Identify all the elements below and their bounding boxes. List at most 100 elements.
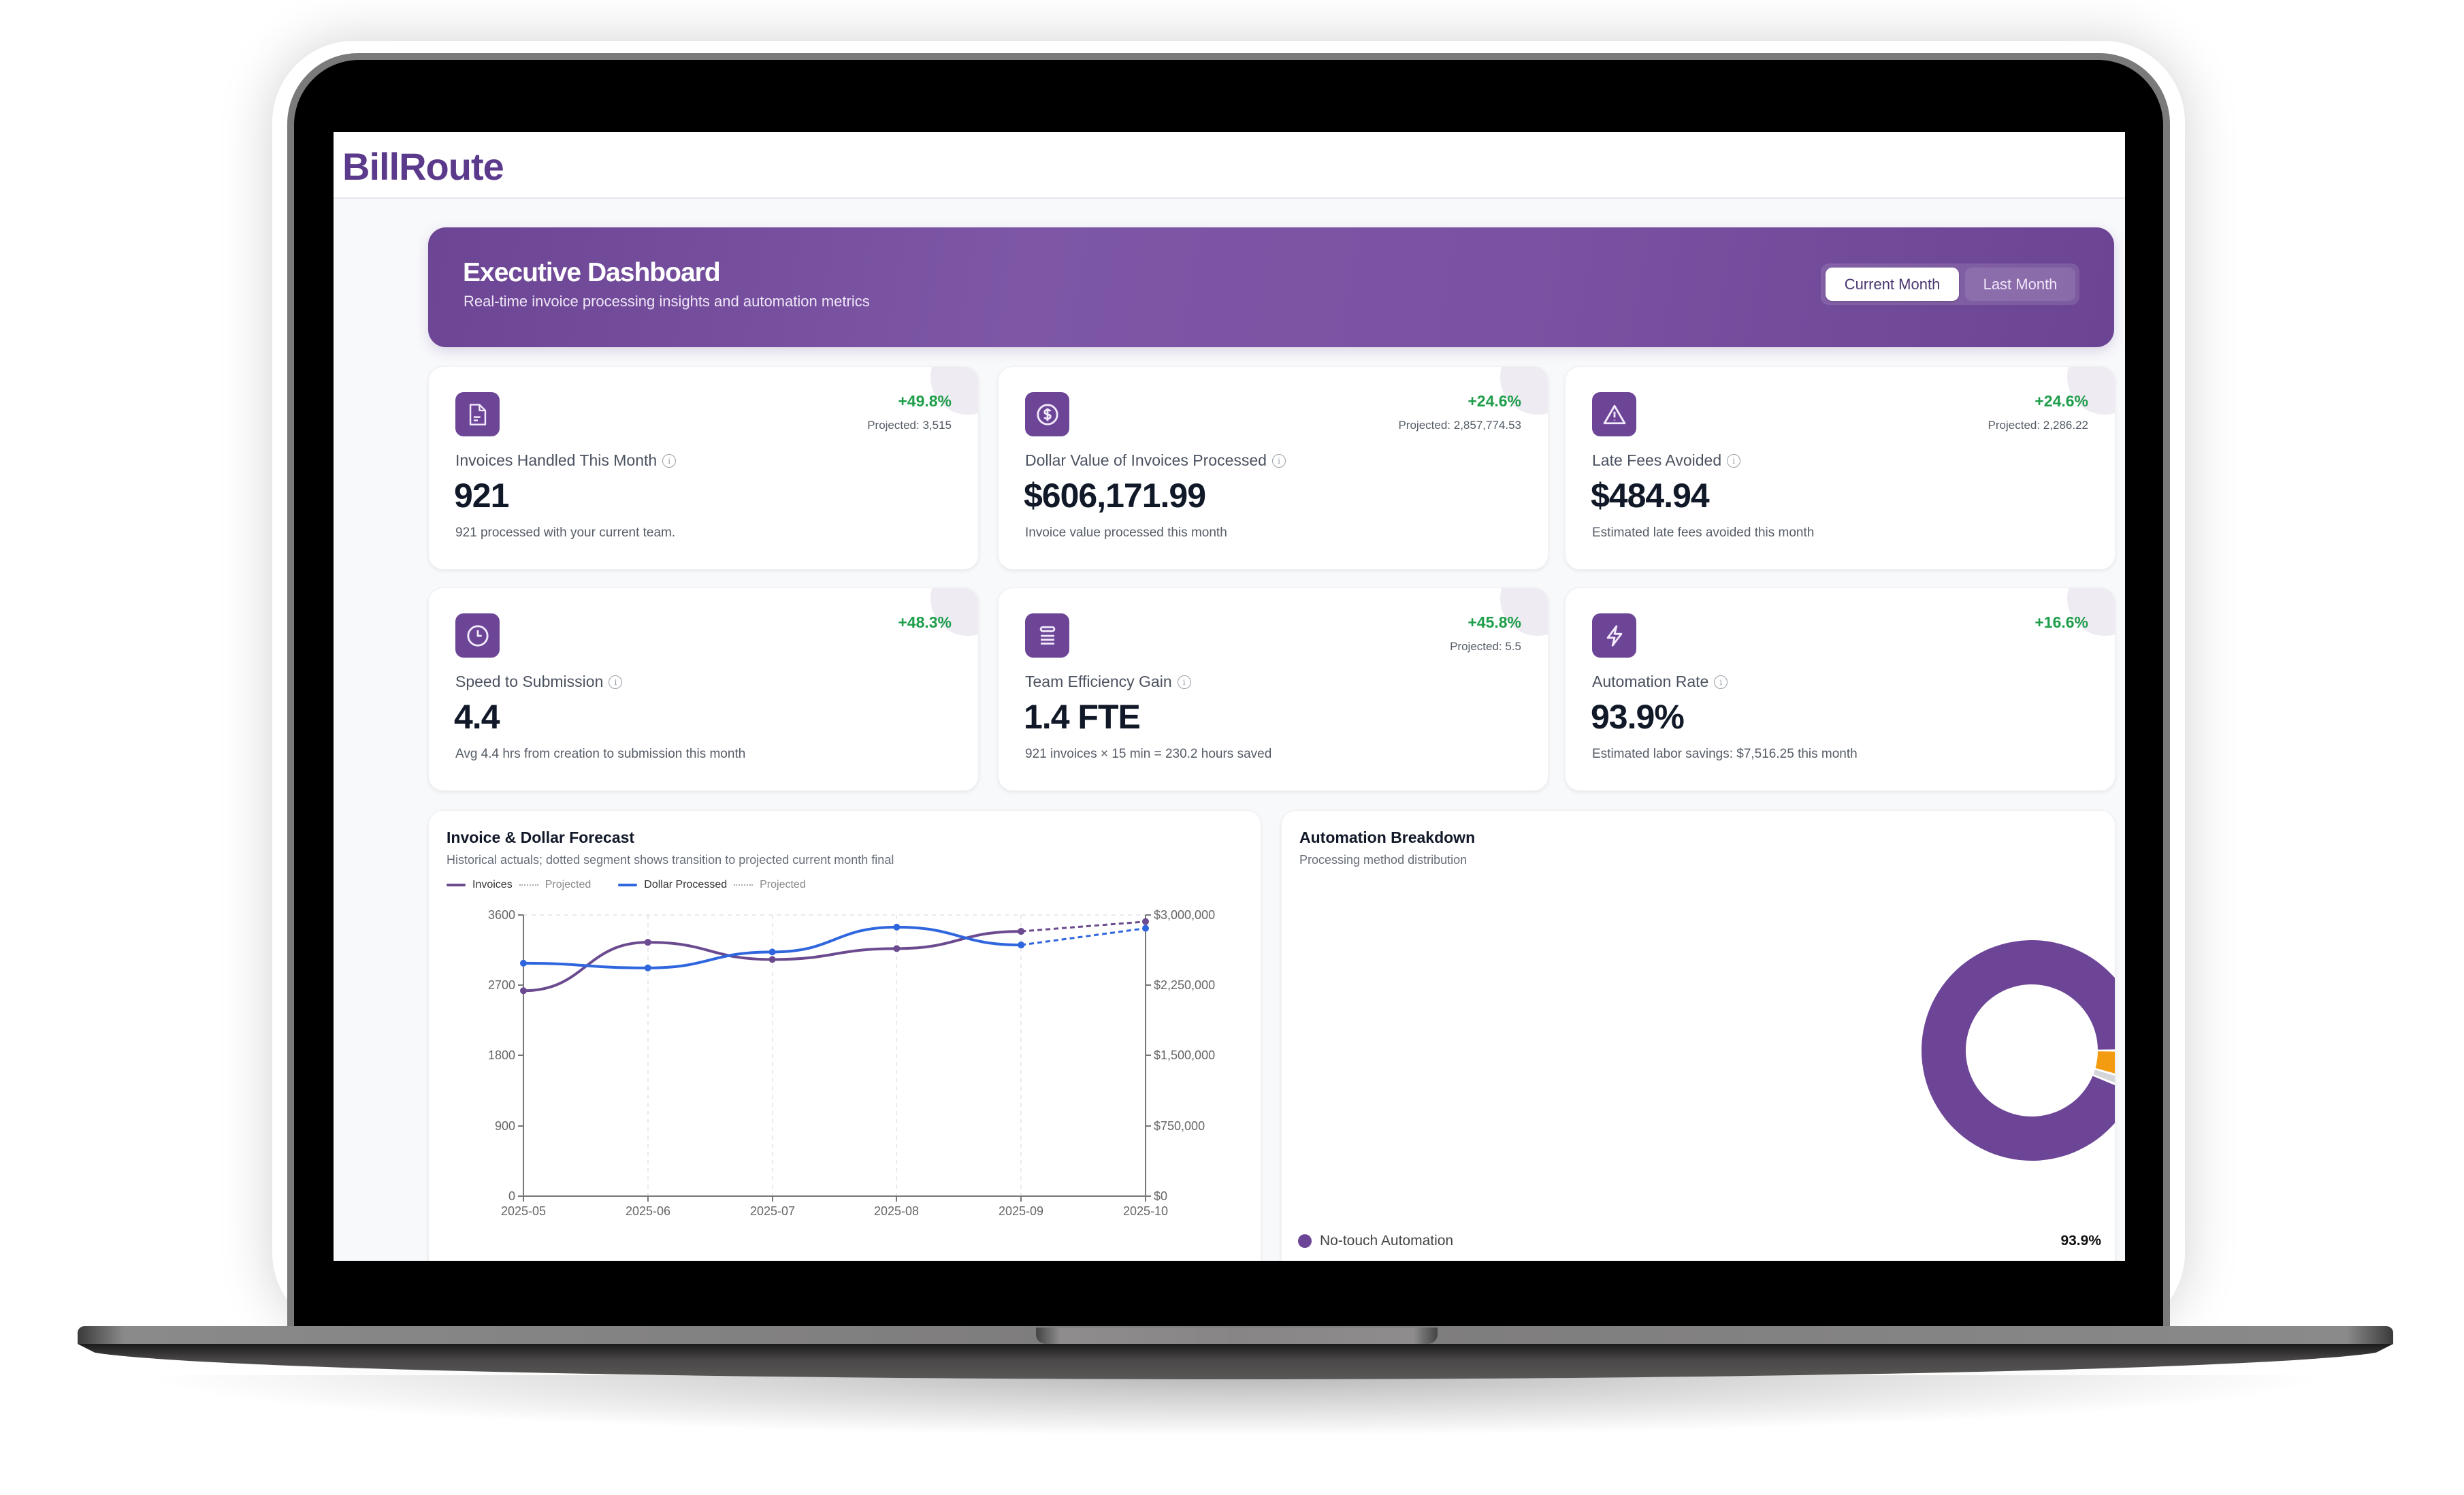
metric-label: Automation Rate i <box>1592 673 1728 691</box>
page-subtitle: Real-time invoice processing insights an… <box>464 293 870 310</box>
legend-value: 93.9% <box>2060 1233 2101 1249</box>
legend-dollars-projected[interactable]: Projected <box>760 879 806 890</box>
chart-legend: Invoices Projected Dollar Processed Proj… <box>447 879 826 891</box>
legend-invoices[interactable]: Invoices <box>472 879 513 890</box>
data-point[interactable] <box>1142 925 1149 932</box>
period-toggle: Current Month Last Month <box>1821 263 2079 305</box>
y-left-tick: 900 <box>495 1119 515 1133</box>
x-tick: 2025-08 <box>874 1204 919 1218</box>
chart-series <box>520 918 1149 995</box>
legend-label: No-touch Automation <box>1320 1233 1454 1249</box>
metric-label: Late Fees Avoided i <box>1592 451 1741 470</box>
legend-dot <box>1298 1234 1312 1248</box>
info-icon[interactable]: i <box>1714 675 1728 689</box>
metric-label: Speed to Submission i <box>455 673 623 691</box>
page-title: Executive Dashboard <box>463 258 721 287</box>
metric-label-text: Invoices Handled This Month <box>455 451 658 469</box>
x-tick: 2025-05 <box>501 1204 546 1218</box>
data-point[interactable] <box>1142 918 1149 925</box>
warning-triangle-icon <box>1592 392 1636 436</box>
legend-swatch-projected <box>734 884 753 886</box>
x-tick: 2025-09 <box>999 1204 1043 1218</box>
metric-value: 921 <box>454 477 509 515</box>
data-point[interactable] <box>644 939 651 946</box>
dollar-circle-icon <box>1025 392 1069 436</box>
metric-card-dollar-value: +24.6% Projected: 2,857,774.53 Dollar Va… <box>998 366 1549 570</box>
change-badge: +48.3% <box>898 613 952 631</box>
automation-breakdown-panel: Automation Breakdown Processing method d… <box>1281 810 2116 1261</box>
projected-value: Projected: 5.5 <box>1450 640 1521 653</box>
x-tick: 2025-06 <box>626 1204 670 1218</box>
donut-legend-item[interactable]: No-touch Automation 93.9% <box>1298 1233 2101 1249</box>
metric-label-text: Team Efficiency Gain <box>1025 673 1172 690</box>
y-right-tick: $2,250,000 <box>1154 978 1215 992</box>
info-icon[interactable]: i <box>1727 453 1741 468</box>
y-right-tick: $0 <box>1154 1189 1167 1203</box>
y-right-tick: $3,000,000 <box>1154 908 1215 922</box>
data-point[interactable] <box>644 964 651 971</box>
metric-card-invoices-handled: +49.8% Projected: 3,515 Invoices Handled… <box>428 366 979 570</box>
document-icon <box>455 392 500 436</box>
info-icon[interactable]: i <box>1177 675 1191 689</box>
info-icon[interactable]: i <box>662 453 677 468</box>
metric-label: Team Efficiency Gain i <box>1025 673 1191 691</box>
metric-description: Avg 4.4 hrs from creation to submission … <box>455 747 746 761</box>
chart-title: Invoice & Dollar Forecast <box>447 829 635 846</box>
laptop-base-shadow <box>136 1375 2335 1436</box>
last-month-button[interactable]: Last Month <box>1965 268 2075 301</box>
clock-icon <box>455 613 500 658</box>
chart-subtitle: Processing method distribution <box>1299 853 1468 867</box>
projected-value: Projected: 2,286.22 <box>1988 419 2088 432</box>
lightning-icon <box>1592 613 1636 658</box>
data-point[interactable] <box>893 923 901 931</box>
y-left-tick: 1800 <box>488 1048 515 1062</box>
metric-value: 93.9% <box>1591 698 1685 736</box>
stack-icon <box>1025 613 1069 658</box>
data-point[interactable] <box>1018 942 1025 949</box>
change-badge: +24.6% <box>1468 392 1521 410</box>
data-point[interactable] <box>768 956 776 963</box>
metric-description: 921 invoices × 15 min = 230.2 hours save… <box>1025 747 1272 761</box>
change-badge: +16.6% <box>2035 613 2088 631</box>
donut-segments <box>1922 939 2115 1161</box>
data-point[interactable] <box>1018 928 1025 935</box>
legend-swatch-invoices <box>447 884 466 886</box>
metric-label: Dollar Value of Invoices Processed i <box>1025 451 1286 470</box>
laptop-base-bottom <box>78 1344 2393 1379</box>
change-badge: +45.8% <box>1468 613 1521 631</box>
series-line <box>1021 920 1146 933</box>
change-badge: +24.6% <box>2035 392 2088 410</box>
data-point[interactable] <box>768 948 776 956</box>
y-left-tick: 2700 <box>488 978 515 992</box>
laptop-opening-notch <box>1036 1328 1438 1344</box>
data-point[interactable] <box>893 945 901 952</box>
app-logo[interactable]: BillRoute <box>342 145 504 188</box>
screen: BillRoute Executive Dashboard Real-time … <box>334 132 2125 1261</box>
data-point[interactable] <box>520 959 527 967</box>
info-icon[interactable]: i <box>609 675 623 689</box>
dashboard-banner: Executive Dashboard Real-time invoice pr… <box>428 227 2114 347</box>
app-header: BillRoute <box>334 132 2125 199</box>
donut-segment[interactable] <box>2095 1051 2115 1080</box>
info-icon[interactable]: i <box>1271 453 1286 468</box>
donut-segment[interactable] <box>1922 939 2115 1161</box>
forecast-chart-panel: Invoice & Dollar Forecast Historical act… <box>428 810 1261 1261</box>
metric-value: $484.94 <box>1591 477 1710 515</box>
metric-card-automation-rate: +16.6% Automation Rate i 93.9% Estimated … <box>1565 588 2116 791</box>
projected-value: Projected: 3,515 <box>867 419 952 432</box>
metric-description: Estimated labor savings: $7,516.25 this … <box>1592 747 1858 761</box>
legend-invoices-projected[interactable]: Projected <box>545 879 591 890</box>
metric-description: 921 processed with your current team. <box>455 526 676 540</box>
y-right-tick: $750,000 <box>1154 1119 1205 1133</box>
metric-card-late-fees: +24.6% Projected: 2,286.22 Late Fees Avo… <box>1565 366 2116 570</box>
data-point[interactable] <box>520 987 527 995</box>
legend-dollars[interactable]: Dollar Processed <box>644 879 728 890</box>
forecast-line-chart: 3600 2700 1800 900 0 $3,000,000 $2,250,0… <box>488 908 1215 1218</box>
metric-description: Estimated late fees avoided this month <box>1592 526 1815 540</box>
current-month-button[interactable]: Current Month <box>1826 268 1959 301</box>
metric-label-text: Late Fees Avoided <box>1592 451 1722 469</box>
x-tick: 2025-10 <box>1123 1204 1168 1218</box>
projected-value: Projected: 2,857,774.53 <box>1398 419 1521 432</box>
metric-label: Invoices Handled This Month i <box>455 451 677 470</box>
donut-segment[interactable] <box>2093 1070 2115 1090</box>
